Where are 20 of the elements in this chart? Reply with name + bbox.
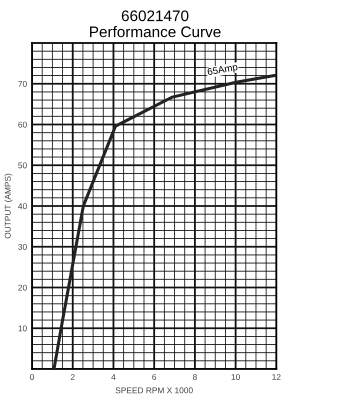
x-tick-label: 4 [111,374,116,380]
x-tick-label: 0 [30,374,34,380]
y-tick-label: 40 [18,203,27,210]
y-tick-label: 50 [18,162,27,168]
y-axis-title: OUTPUT (AMPS) [4,174,12,238]
y-tick-label: 20 [18,284,27,291]
x-tick-label: 8 [192,374,197,380]
chart-title: 66021470 [122,10,188,22]
line-series [52,74,276,369]
x-tick-label: 12 [272,374,281,380]
y-tick-label: 70 [18,80,27,87]
y-tick-label: 60 [18,122,27,128]
x-axis-title: SPEED RPM X 1000 [116,387,193,394]
x-tick-label: 6 [152,374,156,380]
annotation: 65Amp [207,63,238,78]
chart-subtitle: Performance Curve [90,26,221,38]
y-tick-label: 30 [18,244,27,250]
x-tick-label: 2 [70,374,75,380]
x-tick-label: 10 [232,374,240,380]
y-tick-label: 10 [18,325,27,332]
